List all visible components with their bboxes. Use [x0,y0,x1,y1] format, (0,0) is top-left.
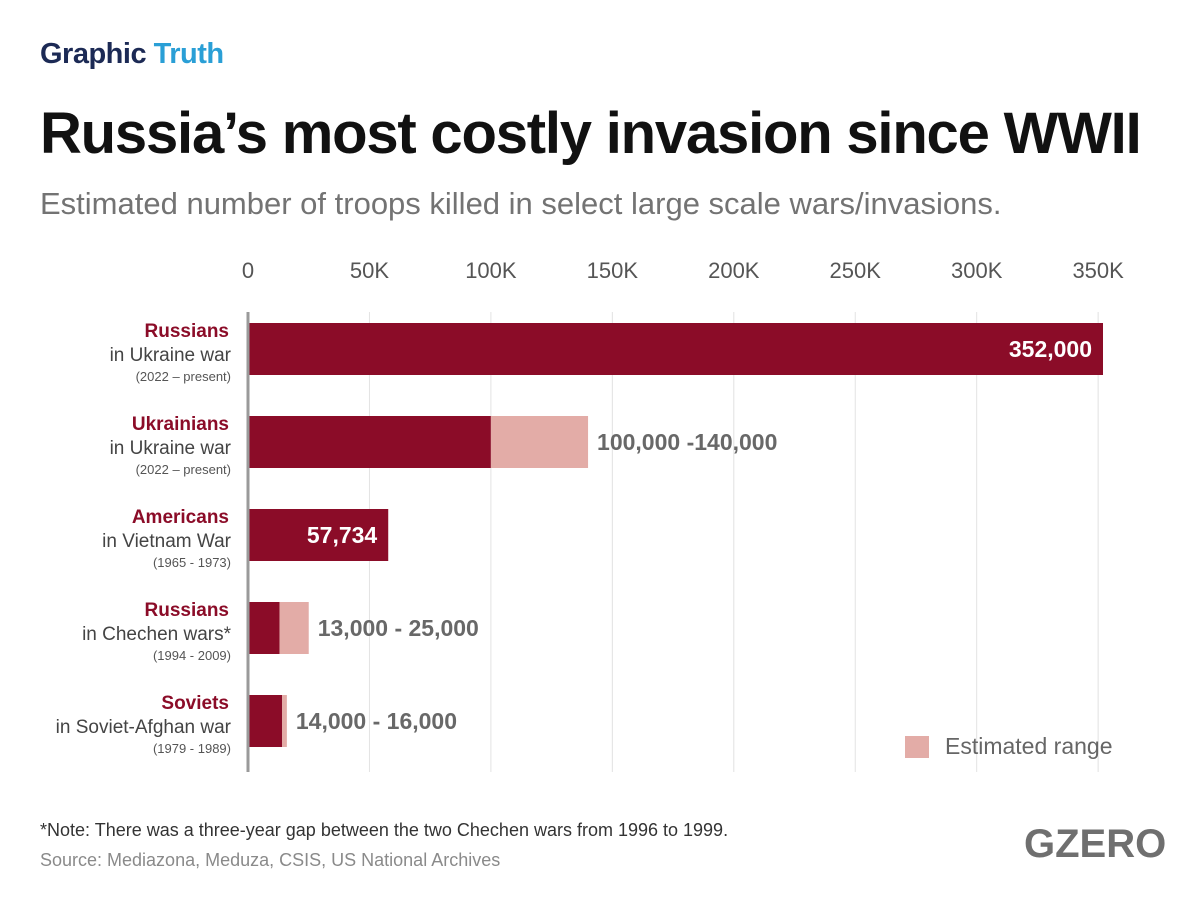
category-conflict-label: in Ukraine war [110,438,232,459]
data-label: 13,000 - 25,000 [318,615,479,641]
bar [248,695,283,747]
category-group-label: Soviets [161,693,229,714]
category-period-label: (1994 - 2009) [153,648,231,663]
brand-part-2: Truth [153,38,225,70]
category-period-label: (1979 - 1989) [153,741,231,756]
tick-label: 50K [350,258,389,283]
data-label: 57,734 [307,522,378,548]
category-period-label: (2022 – present) [136,462,231,477]
brand-part-1: Graphic [40,38,147,70]
category-period-label: (2022 – present) [136,369,231,384]
tick-label: 350K [1072,258,1124,283]
data-label: 100,000 -140,000 [597,429,777,455]
category-group-label: Ukrainians [132,414,229,435]
gzero-logo: GZERO [1024,822,1167,866]
tick-label: 0 [242,258,254,283]
legend-label: Estimated range [945,733,1113,759]
tick-label: 200K [708,258,760,283]
tick-label: 300K [951,258,1003,283]
legend: Estimated range [905,733,1112,760]
category-period-label: (1965 - 1973) [153,555,231,570]
category-group-label: Russians [145,600,229,621]
source-line: Source: Mediazona, Meduza, CSIS, US Nati… [40,850,501,870]
category-conflict-label: in Chechen wars* [82,624,232,645]
category-group-label: Americans [132,507,229,528]
legend-swatch-estimated-range [905,735,929,758]
category-conflict-label: in Ukraine war [110,345,232,366]
bar [248,416,491,468]
tick-label: 150K [587,258,639,283]
bar [248,602,280,654]
brand-logo: Graphic Truth [40,38,224,71]
range-bar [279,602,309,654]
bar [248,323,1103,375]
category-conflict-label: in Soviet-Afghan war [56,717,232,738]
tick-label: 250K [830,258,882,283]
category-group-label: Russians [145,321,229,342]
range-bar [282,695,287,747]
footnote: *Note: There was a three-year gap betwee… [40,820,729,840]
data-label: 352,000 [1009,336,1092,362]
bar [248,509,389,561]
range-bar [490,416,589,468]
data-label: 14,000 - 16,000 [296,708,457,734]
chart-subtitle: Estimated number of troops killed in sel… [40,186,1002,221]
tick-label: 100K [465,258,517,283]
chart-title: Russia’s most costly invasion since WWII [40,101,1142,166]
category-conflict-label: in Vietnam War [102,531,231,552]
